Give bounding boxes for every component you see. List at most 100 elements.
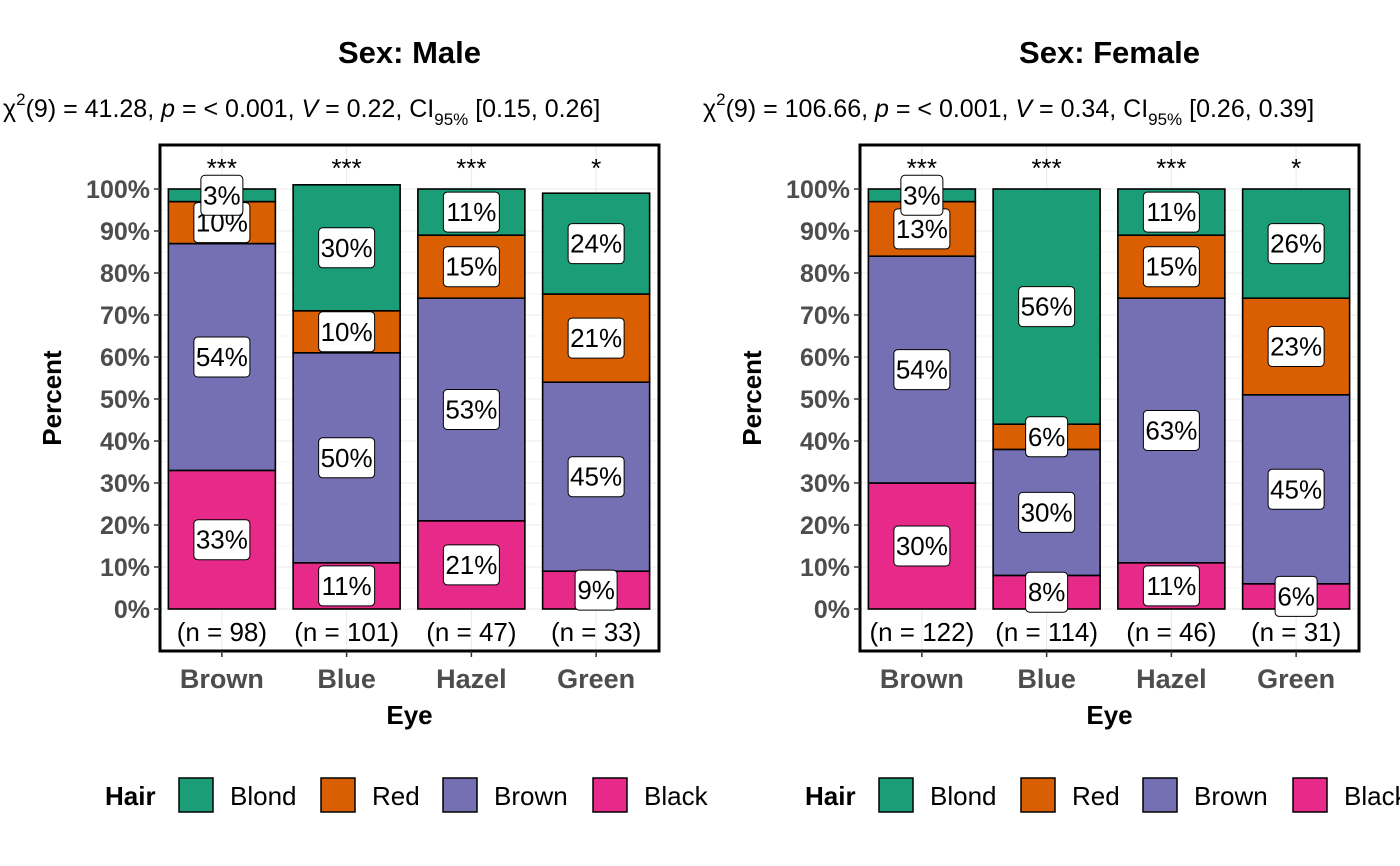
y-tick-label: 10% xyxy=(800,554,850,582)
subtitle-chi: χ xyxy=(3,95,16,123)
data-label-text: 56% xyxy=(1021,292,1073,322)
data-label: 30% xyxy=(1018,491,1076,533)
data-label-text: 54% xyxy=(896,355,948,385)
data-label-text: 30% xyxy=(896,531,948,561)
y-tick-label: 80% xyxy=(100,260,150,288)
data-label: 15% xyxy=(442,246,500,288)
y-tick-label: 10% xyxy=(100,554,150,582)
data-label: 21% xyxy=(442,544,500,586)
x-axis-title: Eye xyxy=(1086,700,1132,730)
significance-label: *** xyxy=(456,153,486,183)
data-label-box xyxy=(893,525,951,567)
data-label-box xyxy=(1018,286,1076,328)
data-label-box xyxy=(318,437,376,479)
data-label-box xyxy=(1142,191,1200,233)
data-label: 50% xyxy=(318,437,376,479)
data-label-box xyxy=(574,569,618,611)
subtitle-superscript: 2 xyxy=(16,90,25,109)
data-label-text: 21% xyxy=(570,323,622,353)
subtitle-subscript: 95% xyxy=(1148,110,1182,129)
y-tick-label: 20% xyxy=(100,512,150,540)
x-tick-label: Green xyxy=(557,664,635,694)
subtitle-italic: V xyxy=(1015,95,1034,123)
y-tick-label: 30% xyxy=(100,470,150,498)
chart-title: Sex: Female xyxy=(1019,35,1200,70)
subtitle-chi: χ xyxy=(703,95,716,123)
data-label-box xyxy=(193,336,251,378)
data-label-text: 63% xyxy=(1145,416,1197,446)
data-label-text: 21% xyxy=(445,550,497,580)
x-tick-label: Brown xyxy=(180,664,264,694)
y-tick-label: 0% xyxy=(814,596,850,624)
plot-border xyxy=(158,143,661,653)
subtitle-text: = < 0.001, xyxy=(175,95,302,123)
data-label-box xyxy=(1267,326,1325,367)
subtitle-superscript: 2 xyxy=(716,90,725,109)
legend-title: Hair xyxy=(105,781,156,811)
data-label-box xyxy=(893,349,951,391)
data-label-text: 3% xyxy=(903,180,941,210)
data-label: 11% xyxy=(1142,191,1200,233)
data-label-box xyxy=(1267,468,1325,510)
chart-title: Sex: Male xyxy=(338,35,481,70)
data-label: 3% xyxy=(900,174,944,216)
significance-label: * xyxy=(591,153,601,183)
legend-title: Hair xyxy=(805,781,856,811)
data-label-box xyxy=(318,565,376,607)
legend-label: Blond xyxy=(930,781,997,811)
subtitle-italic: V xyxy=(302,95,321,123)
data-label-box xyxy=(567,456,625,498)
data-label-text: 10% xyxy=(321,317,373,347)
subtitle-subscript: 95% xyxy=(434,110,468,129)
data-label-box xyxy=(442,389,500,430)
data-label: 23% xyxy=(1267,326,1325,367)
data-label: 11% xyxy=(318,565,376,607)
data-label-text: 6% xyxy=(1028,422,1066,452)
data-label-box xyxy=(1142,565,1200,607)
chart-panel-0: 33% 54% 10% 3% 11% 50% 10% 30% 21% 53% 15% 11% 9% 45%… xyxy=(3,35,709,813)
data-label-box xyxy=(567,223,625,265)
data-label-box xyxy=(1025,571,1069,613)
y-tick-label: 40% xyxy=(100,428,150,456)
data-label-box xyxy=(1142,246,1200,288)
legend: Hair Blond Red Brown Black xyxy=(805,777,1400,813)
legend-label: Black xyxy=(644,781,709,811)
data-label: 11% xyxy=(1142,565,1200,607)
x-tick-label: Hazel xyxy=(1136,664,1207,694)
data-label-text: 3% xyxy=(203,180,241,210)
x-axis-title: Eye xyxy=(386,700,432,730)
data-label: 15% xyxy=(1142,246,1200,288)
x-tick-label: Blue xyxy=(317,664,376,694)
significance-label: *** xyxy=(207,153,237,183)
subtitle-text: = 0.34, CI xyxy=(1032,95,1148,123)
data-label-text: 50% xyxy=(321,443,373,473)
data-label: 8% xyxy=(1025,571,1069,613)
data-label-box xyxy=(1018,491,1076,533)
legend-key xyxy=(592,777,628,813)
legend-label: Blond xyxy=(230,781,297,811)
legend-key xyxy=(442,777,478,813)
data-label-text: 24% xyxy=(570,229,622,259)
y-tick-label: 90% xyxy=(100,218,150,246)
data-label-text: 9% xyxy=(577,575,615,605)
data-label-box xyxy=(900,174,944,216)
data-label: 45% xyxy=(567,456,625,498)
data-label: 6% xyxy=(1025,416,1069,458)
data-label: 26% xyxy=(1267,223,1325,265)
data-label-box xyxy=(1142,410,1200,451)
legend-key xyxy=(878,777,914,813)
subtitle-text: (9) = 106.66, xyxy=(726,95,875,123)
data-label-text: 15% xyxy=(445,252,497,282)
legend-key xyxy=(1020,777,1056,813)
data-label-text: 11% xyxy=(1146,197,1196,227)
data-label-box xyxy=(193,519,251,561)
subtitle-text: [0.26, 0.39] xyxy=(1182,95,1314,123)
subtitle-italic: p xyxy=(874,95,889,123)
data-label-text: 54% xyxy=(196,342,248,372)
count-label: (n = 47) xyxy=(426,617,516,647)
significance-label: *** xyxy=(1156,153,1186,183)
legend-key xyxy=(1142,777,1178,813)
data-label: 24% xyxy=(567,223,625,265)
